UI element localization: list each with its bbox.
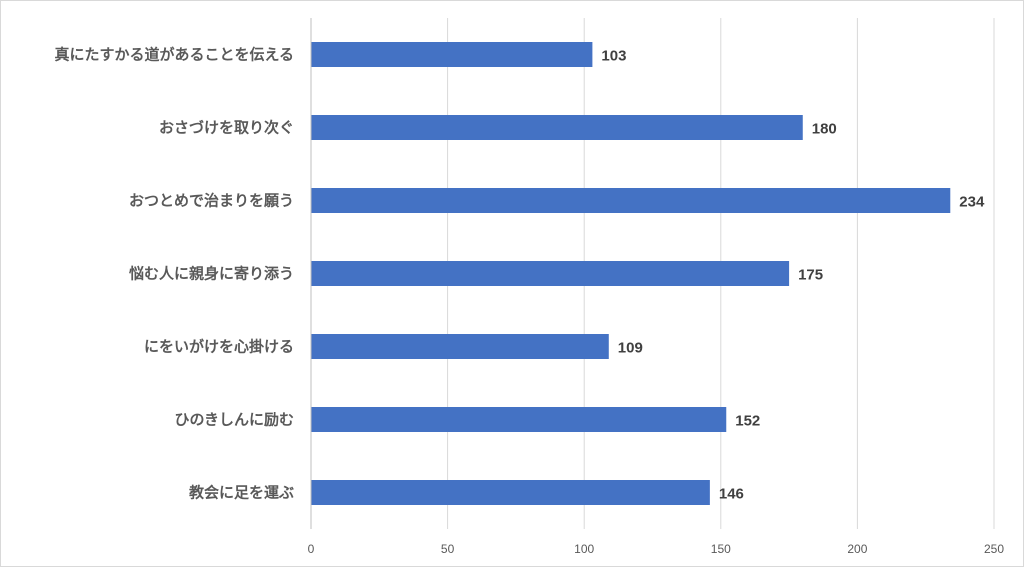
- x-tick-label: 0: [308, 542, 315, 556]
- category-label: 教会に足を運ぶ: [188, 484, 294, 502]
- x-tick-label: 200: [847, 542, 867, 556]
- bar: [311, 261, 790, 286]
- x-tick-label: 50: [441, 542, 455, 556]
- data-label: 175: [798, 267, 823, 284]
- bar: [311, 480, 710, 505]
- data-label: 103: [601, 48, 626, 65]
- category-label: にをいがけを心掛ける: [144, 338, 294, 356]
- bar: [311, 115, 803, 140]
- data-label: 234: [959, 194, 985, 211]
- x-tick-label: 150: [711, 542, 731, 556]
- bar: [311, 407, 727, 432]
- bar: [311, 334, 609, 359]
- category-label: おさづけを取り次ぐ: [159, 119, 294, 137]
- data-label: 152: [735, 413, 760, 430]
- category-label: 真にたすかる道があることを伝える: [54, 46, 294, 64]
- bar: [311, 42, 593, 67]
- data-label: 109: [618, 340, 643, 357]
- x-tick-label: 250: [984, 542, 1004, 556]
- data-label: 146: [719, 486, 744, 503]
- category-label: おつとめで治まりを願う: [129, 192, 294, 210]
- category-label: ひのきしんに励む: [174, 411, 294, 429]
- data-label: 180: [812, 121, 837, 138]
- x-tick-label: 100: [574, 542, 594, 556]
- bar: [311, 188, 951, 213]
- category-label: 悩む人に親身に寄り添う: [128, 265, 294, 283]
